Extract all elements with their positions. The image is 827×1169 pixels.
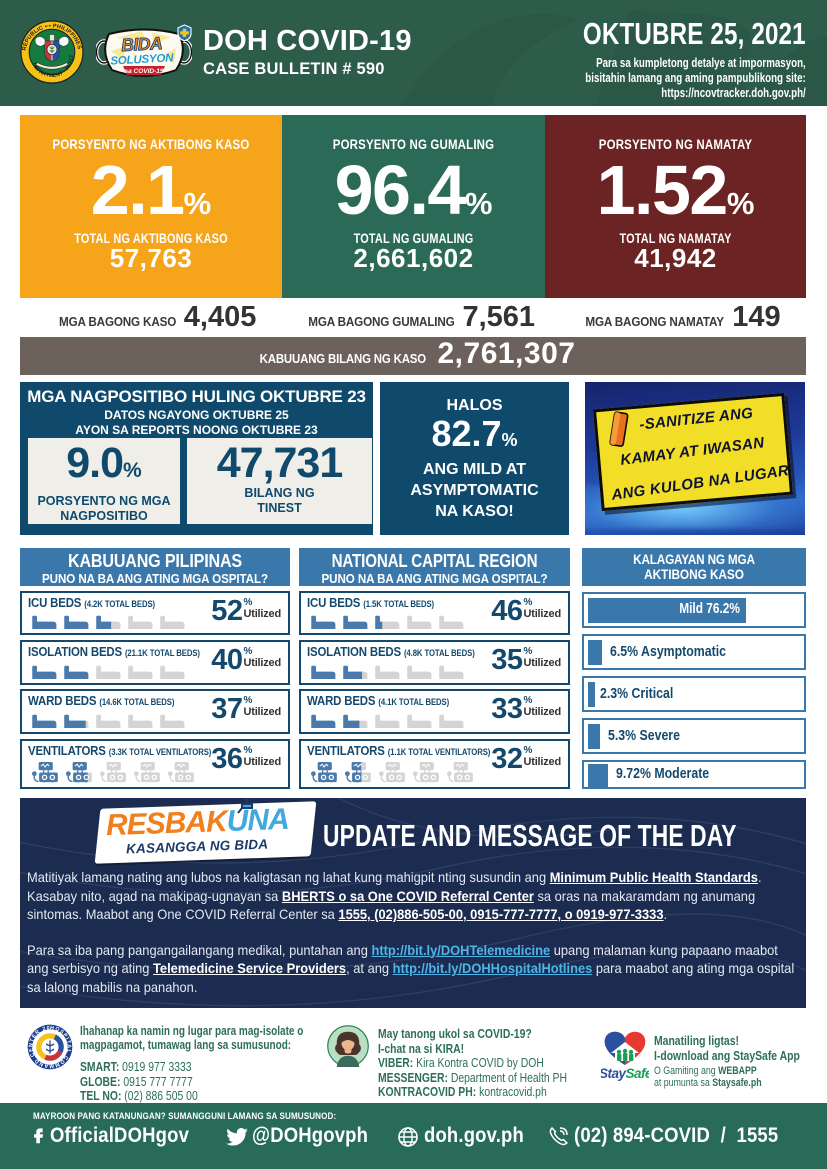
svg-text:SOLUSYON: SOLUSYON [110,52,174,67]
svg-text:BIDA: BIDA [121,33,163,55]
svg-text:sa COVID-19: sa COVID-19 [124,68,163,75]
svg-text:StaySafe.ph: StaySafe.ph [601,1066,649,1081]
